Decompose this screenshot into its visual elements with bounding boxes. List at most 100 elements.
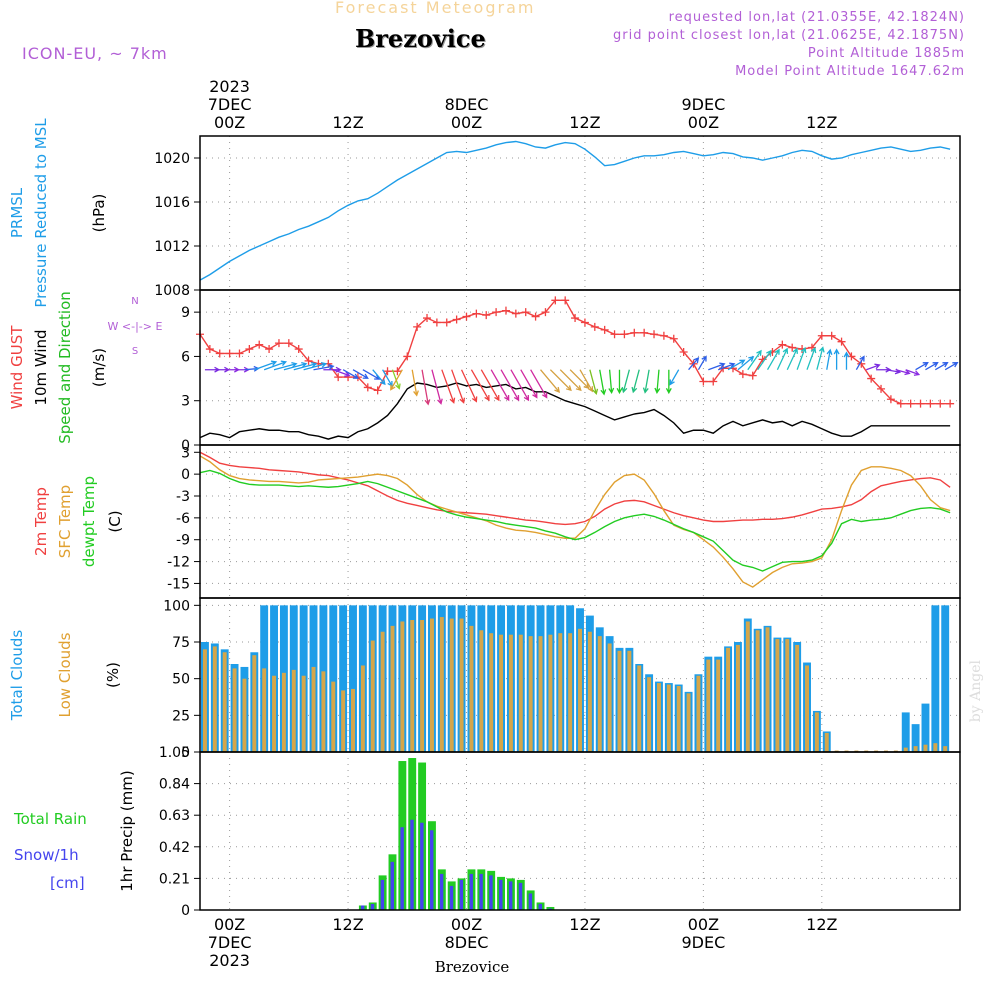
wind-arrow: [500, 369, 520, 402]
snow-bar: [410, 819, 414, 910]
axis-label: (%): [104, 662, 122, 688]
wind-arrow: [579, 369, 594, 393]
wind-arrow: [747, 349, 762, 371]
wind-arrow: [480, 369, 500, 402]
wind-arrow: [621, 369, 630, 394]
gust-marker: [393, 367, 402, 376]
wind-arrow: [520, 369, 538, 399]
low-cloud-bar: [281, 672, 286, 752]
low-cloud-bar: [380, 631, 385, 752]
gust-marker: [738, 370, 747, 379]
series-line-temp2m: [199, 451, 951, 526]
gust-marker: [472, 309, 481, 318]
wind-arrow: [333, 369, 351, 377]
gust-marker: [492, 308, 501, 317]
wind-arrow: [390, 369, 403, 391]
low-cloud-bar: [637, 665, 642, 752]
low-cloud-bar: [331, 681, 336, 752]
snow-bar: [429, 830, 434, 910]
wind-arrow: [826, 348, 833, 370]
gust-marker: [205, 345, 214, 354]
time-label-bottom: 8DEC: [445, 933, 489, 952]
gust-marker: [600, 325, 609, 334]
snow-bar: [508, 881, 513, 910]
gust-marker: [334, 373, 343, 382]
wind-arrow: [866, 363, 881, 371]
y-tick-label: 1.05: [159, 745, 190, 761]
gust-marker: [867, 374, 876, 383]
chart-title: Forecast Meteogram: [335, 0, 536, 17]
y-tick-label: 1016: [154, 195, 190, 211]
wind-arrow: [589, 369, 599, 395]
low-cloud-bar: [785, 639, 790, 752]
compass-n: N: [131, 296, 138, 307]
y-tick-label: -6: [176, 511, 190, 527]
time-label-top: 7DEC: [208, 95, 252, 114]
y-tick-label: 0: [181, 903, 190, 919]
low-cloud-bar: [499, 634, 504, 752]
gust-marker: [501, 306, 510, 315]
wind-arrow: [616, 369, 623, 395]
gust-marker: [778, 340, 787, 349]
wind-arrow: [273, 361, 298, 371]
low-cloud-bar: [558, 633, 563, 752]
low-cloud-bar: [676, 686, 681, 752]
snow-bar: [370, 903, 375, 910]
gust-marker: [531, 312, 540, 321]
time-label-bottom: 7DEC: [208, 933, 252, 952]
wind-arrow: [549, 369, 572, 392]
axis-label: 2m Temp: [32, 487, 50, 556]
wind-arrow: [905, 369, 921, 376]
low-cloud-bar: [252, 655, 257, 752]
wind-arrow: [895, 369, 911, 376]
gust-marker: [679, 348, 688, 356]
wind-arrow: [352, 369, 369, 379]
y-tick-label: 100: [163, 598, 190, 614]
low-cloud-bar: [943, 746, 948, 752]
wind-arrow: [263, 360, 288, 371]
axis-label: PRMSL: [8, 187, 26, 238]
low-cloud-bar: [212, 646, 217, 752]
wind-arrow: [372, 369, 386, 386]
low-cloud-bar: [222, 652, 227, 752]
low-cloud-bar: [410, 620, 415, 752]
low-cloud-bar: [696, 675, 701, 752]
y-tick-label: 1012: [154, 239, 190, 255]
low-cloud-bar: [627, 650, 632, 752]
y-tick-label: 3: [181, 394, 190, 410]
location-name: Brezovice: [355, 24, 486, 53]
low-cloud-bar: [716, 659, 721, 752]
wind-arrow: [599, 369, 607, 396]
low-cloud-bar: [903, 747, 908, 752]
gust-marker: [709, 377, 718, 386]
gust-marker: [442, 318, 451, 327]
gust-marker: [906, 399, 915, 408]
wind-arrow: [608, 369, 615, 394]
panel-precip: 0 0.21 0.42 0.63 0.84 1.05 1hr Precip (mm) Tota…: [13, 745, 961, 919]
gust-marker: [590, 322, 599, 331]
gust-marker: [571, 314, 580, 323]
gust-marker: [837, 337, 846, 346]
wind-arrow: [382, 369, 393, 388]
wind-arrow: [254, 360, 278, 371]
gust-marker: [521, 308, 530, 317]
gust-marker: [255, 340, 264, 349]
wind-arrow: [688, 357, 700, 371]
gust-marker: [284, 339, 293, 348]
low-cloud-bar: [923, 744, 928, 752]
total-cloud-bar: [931, 605, 940, 752]
wind-arrow: [431, 369, 443, 405]
wind-arrow: [631, 369, 640, 394]
gust-marker: [235, 349, 244, 358]
wind-arrow: [411, 369, 419, 397]
gust-marker: [936, 399, 945, 408]
low-cloud-bar: [420, 620, 425, 752]
gust-marker: [452, 315, 461, 324]
low-cloud-bar: [538, 636, 543, 752]
axis-label: dewpt Temp: [80, 476, 98, 567]
low-cloud-bar: [578, 628, 582, 752]
compass-s: S: [132, 346, 138, 357]
gust-marker: [215, 349, 224, 358]
wind-arrow: [796, 346, 807, 370]
gust-marker: [630, 328, 639, 337]
